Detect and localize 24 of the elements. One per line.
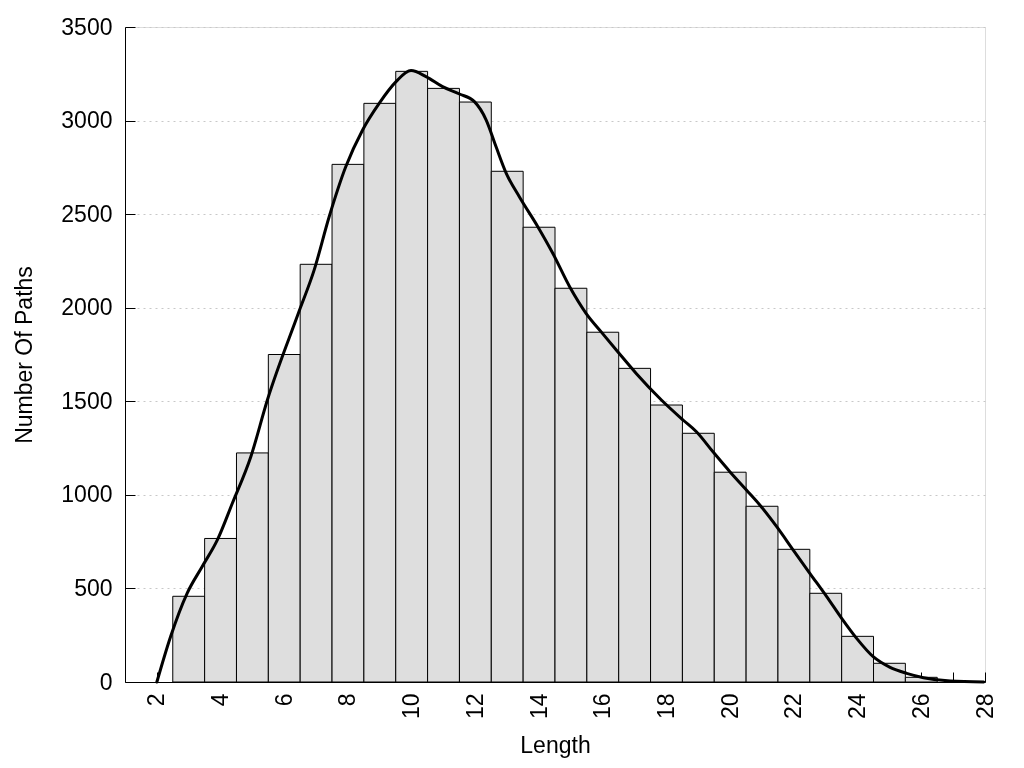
y-tick-label: 1500 xyxy=(61,387,113,414)
x-tick-label: 12 xyxy=(461,693,488,720)
y-tick-label: 3500 xyxy=(61,13,113,40)
x-tick-label: 14 xyxy=(525,693,552,720)
x-tick-label: 28 xyxy=(971,693,998,720)
x-tick-label: 8 xyxy=(334,693,361,707)
x-tick-label: 4 xyxy=(207,693,234,707)
x-tick-label: 20 xyxy=(716,693,743,720)
y-tick-label: 1000 xyxy=(61,481,113,508)
y-tick-label: 0 xyxy=(99,668,113,695)
x-tick-label: 18 xyxy=(652,693,679,720)
x-tick-label: 26 xyxy=(907,693,934,720)
x-tick-label: 22 xyxy=(780,693,807,720)
x-tick-label: 10 xyxy=(398,693,425,720)
y-tick-label: 500 xyxy=(74,574,113,601)
y-tick-label: 3000 xyxy=(61,107,113,134)
y-axis-title: Number Of Paths xyxy=(11,266,38,444)
x-tick-label: 16 xyxy=(589,693,616,720)
x-axis-title: Length xyxy=(520,732,591,759)
y-tick-label: 2000 xyxy=(61,294,113,321)
x-tick-label: 6 xyxy=(270,693,297,707)
y-tick-label: 2500 xyxy=(61,200,113,227)
x-tick-label: 2 xyxy=(143,693,170,707)
x-tick-label: 24 xyxy=(844,693,871,720)
